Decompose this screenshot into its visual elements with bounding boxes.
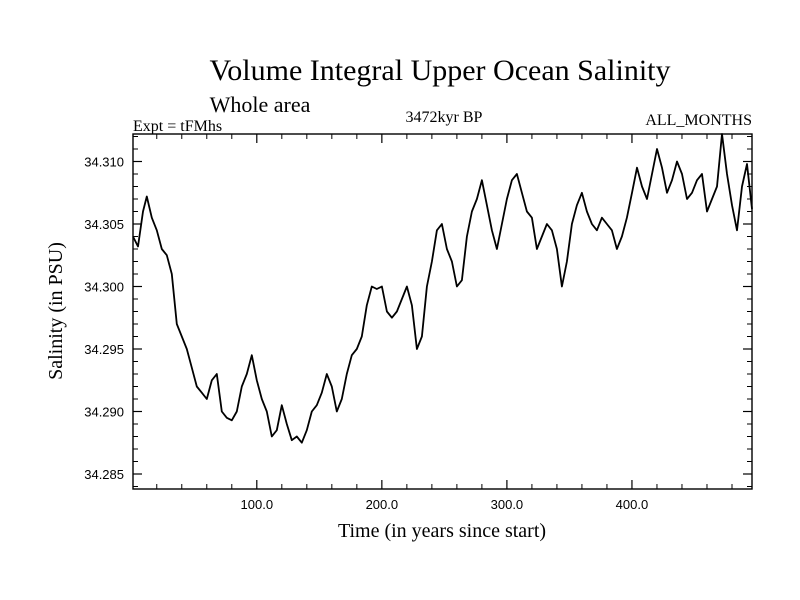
series-line-salinity	[132, 133, 753, 444]
plot-frame	[132, 133, 753, 490]
y-axis-label: Salinity (in PSU)	[45, 242, 67, 380]
x-tick-label: 400.0	[616, 497, 649, 512]
annotation-months: ALL_MONTHS	[645, 112, 752, 129]
x-tick-label: 100.0	[241, 497, 274, 512]
axes: 100.0 200.0 300.0 400.0 34.285 34.290 34.295 34…	[84, 134, 752, 512]
y-tick-label: 34.310	[84, 155, 124, 170]
y-tick-label: 34.290	[84, 405, 124, 420]
series-layer	[132, 133, 753, 444]
y-tick-label: 34.285	[84, 467, 124, 482]
x-tick-label: 300.0	[491, 497, 524, 512]
y-tick-label: 34.295	[84, 342, 124, 357]
chart-subtitle: Whole area	[210, 92, 311, 117]
x-tick-label: 200.0	[366, 497, 399, 512]
x-axis-label: Time (in years since start)	[338, 520, 546, 542]
chart-title: Volume Integral Upper Ocean Salinity	[210, 54, 671, 87]
y-tick-label: 34.300	[84, 280, 124, 295]
annotation-period: 3472kyr BP	[406, 109, 483, 126]
y-tick-label: 34.305	[84, 217, 124, 232]
annotation-experiment: Expt = tFMhs	[133, 118, 222, 135]
